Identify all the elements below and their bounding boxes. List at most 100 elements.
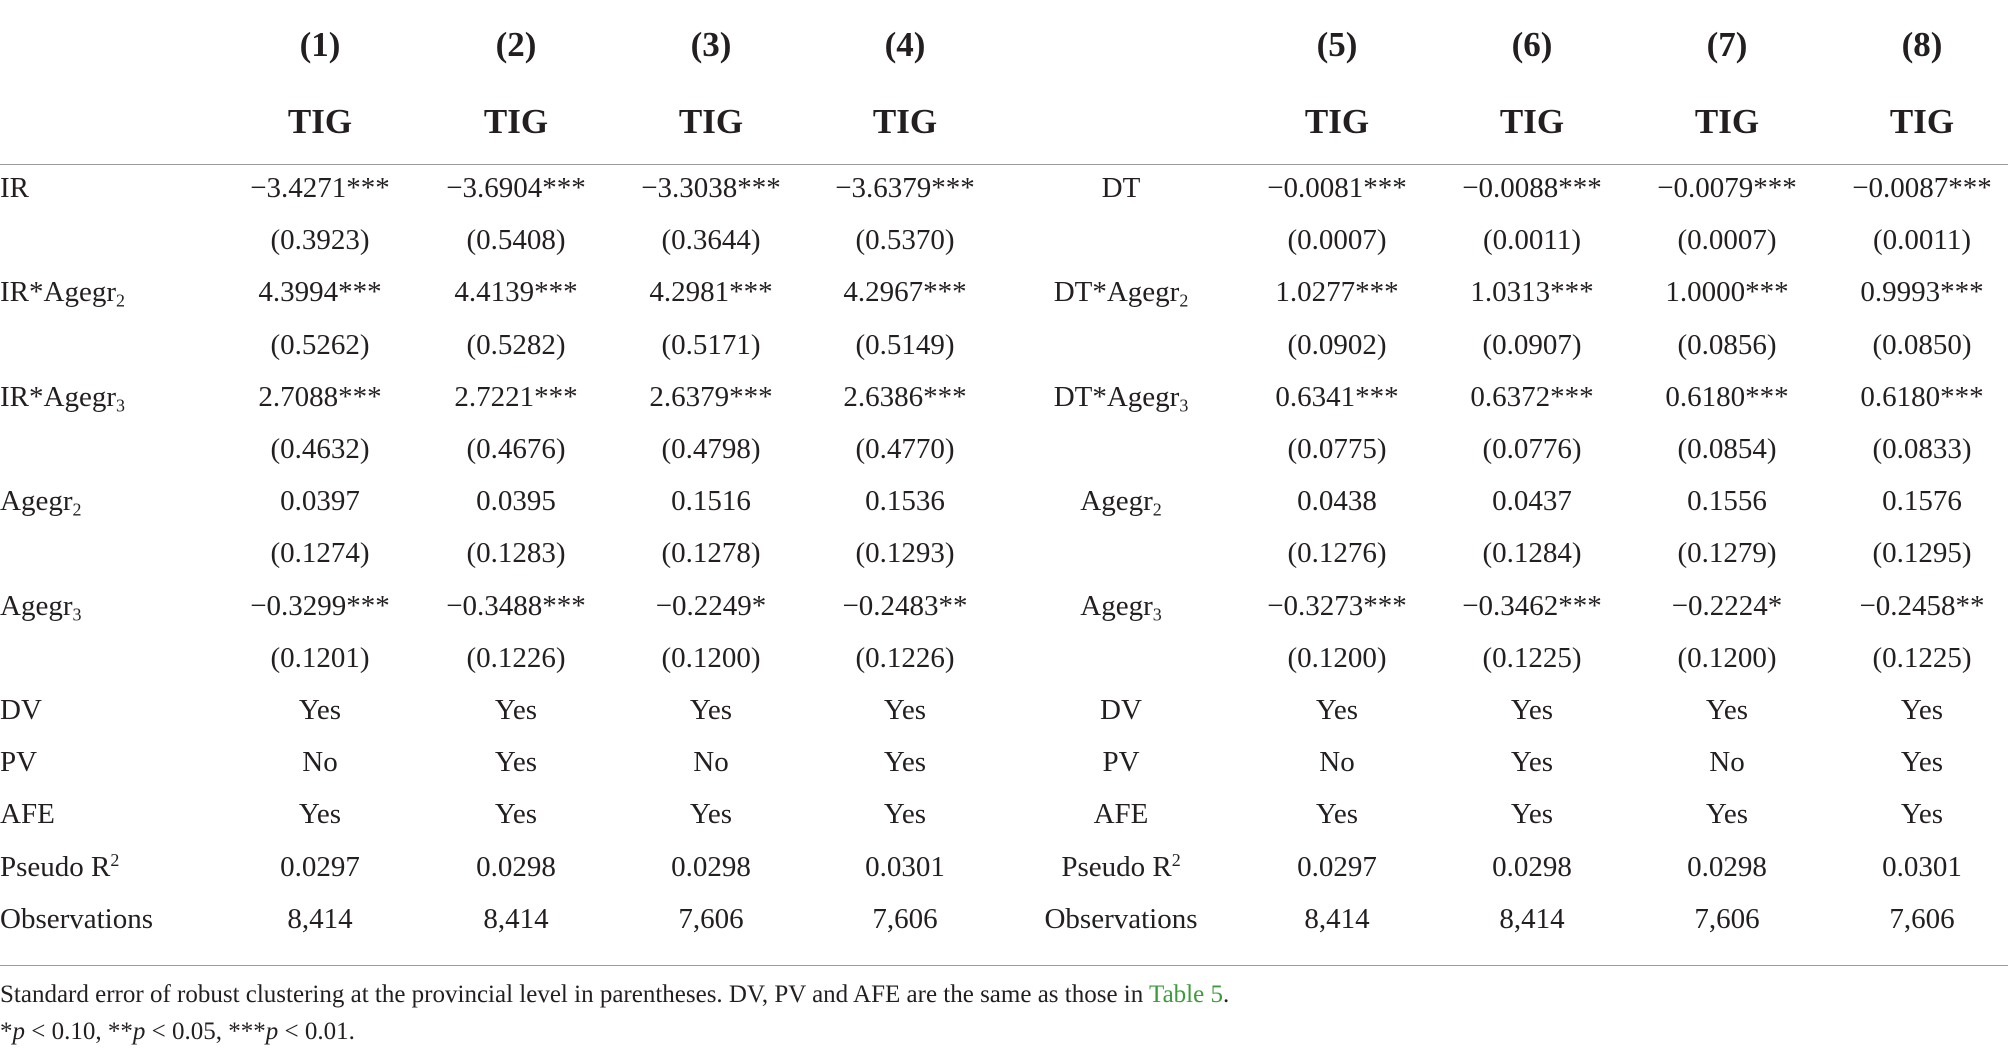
- value-model-2: (0.4676): [466, 433, 566, 465]
- significance-threshold: < 0.10,: [25, 1018, 108, 1045]
- value-model-1: (0.4632): [270, 433, 370, 465]
- value-model-8: 0.6180***: [1860, 380, 1984, 413]
- value-model-4: 2.6386***: [843, 380, 967, 413]
- value-model-2: Yes: [494, 798, 538, 831]
- value-model-2: (0.1283): [466, 537, 566, 570]
- value-model-7: (0.1200): [1677, 641, 1777, 674]
- model-number-4: (4): [884, 25, 926, 64]
- significance-note: *p < 0.10, **p < 0.05, ***p < 0.01.: [0, 1016, 355, 1048]
- table-row: (0.3923) (0.5408) (0.3644) (0.5370) (0.0007)…: [0, 214, 2008, 266]
- model-number-7: (7): [1706, 25, 1748, 64]
- value-model-5: Yes: [1315, 798, 1359, 831]
- value-model-6: −0.0088***: [1462, 172, 1602, 204]
- table-row: Agegr2 0.0397 0.0395 0.1516 0.1536 Agegr2 0.04…: [0, 475, 2008, 527]
- model-number-5: (5): [1316, 25, 1358, 64]
- value-model-7: 0.0298: [1687, 850, 1767, 883]
- value-model-6: (0.0011): [1483, 224, 1581, 257]
- dependent-variable-4: TIG: [872, 102, 938, 141]
- value-model-4: (0.5149): [855, 328, 955, 361]
- table-row: IR*Agegr3 2.7088*** 2.7221*** 2.6379*** 2.63…: [0, 371, 2008, 423]
- value-model-4: (0.4770): [855, 433, 955, 465]
- value-model-6: 0.0437: [1492, 485, 1572, 518]
- value-model-3: −3.3038***: [641, 172, 781, 204]
- table-row: IR −3.4271*** −3.6904*** −3.3038*** −3.6379*…: [0, 162, 2008, 214]
- value-model-8: (0.0850): [1872, 328, 1972, 361]
- value-model-3: (0.1278): [661, 537, 761, 570]
- value-model-1: 4.3994***: [258, 276, 382, 309]
- row-label-text: AFE: [0, 798, 55, 831]
- row-label-subscript: 3: [115, 395, 125, 416]
- row-label-right-panel: Agegr3: [1006, 580, 1236, 632]
- value-model-3: 2.6379***: [649, 380, 773, 413]
- value-model-5: Yes: [1315, 694, 1359, 726]
- value-model-2: Yes: [494, 694, 538, 726]
- value-model-4: 0.0301: [865, 850, 945, 883]
- value-model-8: Yes: [1900, 798, 1944, 831]
- value-model-2: 8,414: [483, 902, 549, 935]
- value-model-4: 0.1536: [865, 485, 945, 518]
- value-model-2: 0.0298: [476, 850, 556, 883]
- row-label-text: Observations: [0, 902, 154, 935]
- row-label-right-panel-text: DT*Agegr: [1053, 380, 1180, 413]
- row-label-subscript: 2: [72, 499, 82, 520]
- row-label: Agegr2: [0, 475, 230, 527]
- value-model-1: (0.1274): [270, 537, 370, 570]
- dependent-variable-7: TIG: [1694, 102, 1760, 141]
- value-model-3: 0.0298: [671, 850, 751, 883]
- note-text: Standard error of robust clustering at t…: [0, 981, 1150, 1008]
- value-model-1: Yes: [298, 694, 342, 726]
- value-model-8: −0.2458**: [1859, 589, 1985, 622]
- model-number-1: (1): [299, 25, 341, 64]
- table-bottom-rule: [0, 965, 2008, 966]
- model-number-2: (2): [495, 25, 537, 64]
- value-model-5: −0.0081***: [1267, 172, 1407, 204]
- value-model-2: 2.7221***: [454, 380, 578, 413]
- dependent-variable-5: TIG: [1304, 102, 1370, 141]
- value-model-2: (0.5282): [466, 328, 566, 361]
- value-model-6: Yes: [1510, 746, 1554, 779]
- row-label-subscript: 2: [115, 290, 125, 311]
- table-row: (0.1274) (0.1283) (0.1278) (0.1293) (0.1276)…: [0, 527, 2008, 579]
- significance-threshold: < 0.01.: [278, 1018, 355, 1045]
- value-model-1: Yes: [298, 798, 342, 831]
- row-label-right-panel: DT*Agegr2: [1006, 266, 1236, 318]
- row-label: Agegr3: [0, 580, 230, 632]
- p-symbol: p: [12, 1018, 26, 1045]
- row-label-text: IR: [0, 172, 29, 204]
- value-model-1: (0.1201): [270, 641, 370, 674]
- value-model-2: Yes: [494, 746, 538, 779]
- row-label-right-panel-superscript: 2: [1171, 849, 1181, 870]
- significance-level-3: ***p < 0.01.: [228, 1018, 355, 1045]
- value-model-6: 1.0313***: [1470, 276, 1594, 309]
- dependent-variable-6: TIG: [1499, 102, 1565, 141]
- row-label-right-panel: Pseudo R2: [1006, 841, 1236, 893]
- value-model-7: Yes: [1705, 694, 1749, 726]
- value-model-3: (0.4798): [661, 433, 761, 465]
- table-5-link[interactable]: Table 5: [1149, 981, 1223, 1008]
- value-model-8: Yes: [1900, 694, 1944, 726]
- value-model-4: Yes: [883, 694, 927, 726]
- significance-level-2: **p < 0.05,: [108, 1018, 228, 1045]
- row-label-subscript: 3: [72, 603, 82, 624]
- row-label-right-panel-text: DT*Agegr: [1053, 276, 1180, 309]
- row-label-superscript: 2: [110, 849, 120, 870]
- p-symbol: p: [132, 1018, 146, 1045]
- value-model-8: 0.0301: [1882, 850, 1962, 883]
- row-label-right-panel-subscript: 3: [1179, 395, 1189, 416]
- value-model-1: −3.4271***: [250, 172, 390, 204]
- value-model-6: 0.6372***: [1470, 380, 1594, 413]
- value-model-8: (0.0833): [1872, 433, 1972, 465]
- value-model-4: (0.5370): [855, 224, 955, 257]
- value-model-2: −0.3488***: [446, 589, 586, 622]
- row-label-text: Agegr: [0, 589, 73, 622]
- row-label-text: IR*Agegr: [0, 380, 116, 413]
- value-model-5: 0.6341***: [1275, 380, 1399, 413]
- significance-stars: **: [107, 1018, 133, 1045]
- value-model-7: 0.6180***: [1665, 380, 1789, 413]
- row-label-right-panel-text: Pseudo R: [1061, 850, 1172, 883]
- value-model-8: Yes: [1900, 746, 1944, 779]
- note-end: .: [1222, 981, 1230, 1008]
- value-model-5: (0.0775): [1287, 433, 1387, 465]
- table-row: IR*Agegr2 4.3994*** 4.4139*** 4.2981*** 4.29…: [0, 266, 2008, 318]
- header-divider: [0, 164, 2008, 165]
